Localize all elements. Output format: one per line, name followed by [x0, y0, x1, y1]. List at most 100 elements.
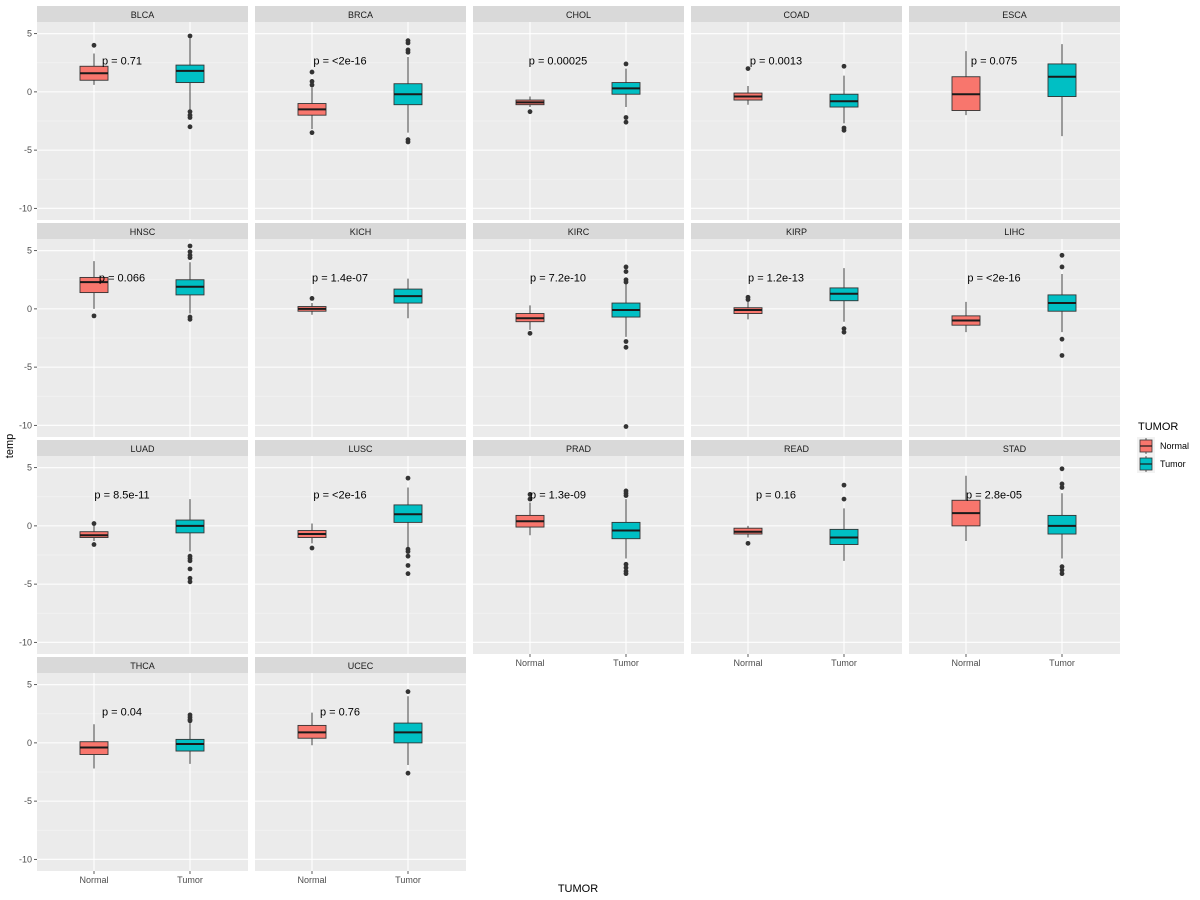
y-tick-label: -10 — [19, 420, 32, 430]
box-tumor — [1047, 466, 1077, 577]
box-normal — [79, 42, 109, 85]
outlier-point — [405, 49, 411, 55]
outlier-point — [527, 496, 533, 502]
facet-strip — [37, 440, 248, 456]
facet-strip — [37, 223, 248, 239]
outlier-point — [309, 130, 315, 136]
p-value-label: p = 0.04 — [102, 706, 142, 718]
box-tumor — [175, 499, 205, 585]
iqr-box — [1047, 63, 1077, 97]
outlier-point — [187, 718, 193, 724]
y-tick-label: -5 — [24, 579, 32, 589]
facet-kirp: KIRP p = 1.2e-13 — [691, 223, 902, 437]
outlier-point — [1059, 481, 1065, 487]
outlier-point — [405, 549, 411, 554]
box-tumor — [393, 475, 423, 577]
box-tumor — [1047, 44, 1077, 137]
facet-luad: LUAD 5 0 -5 -10 p = 8.5e-11 — [19, 440, 248, 654]
box-tumor — [393, 38, 423, 145]
facet-strip-label: LUSC — [348, 444, 373, 454]
x-tick-label: Normal — [515, 658, 544, 668]
outlier-point — [623, 61, 629, 67]
facet-strip-label: PRAD — [566, 444, 592, 454]
outlier-point — [1059, 466, 1065, 472]
facet-blca: BLCA 5 0 -5 -10 p = 0.71 — [19, 6, 248, 220]
p-value-label: p = 0.075 — [971, 55, 1017, 67]
outlier-point — [405, 571, 411, 577]
facet-strip — [473, 440, 684, 456]
facet-strip-label: BLCA — [131, 10, 155, 20]
outlier-point — [91, 42, 97, 48]
outlier-point — [745, 297, 751, 302]
p-value-label: p = 0.16 — [756, 489, 796, 501]
box-normal — [297, 523, 327, 551]
outlier-point — [1059, 571, 1065, 577]
outlier-point — [187, 255, 193, 261]
outlier-point — [187, 566, 193, 572]
outlier-point — [841, 482, 847, 488]
outlier-point — [623, 264, 629, 270]
outlier-point — [623, 269, 629, 275]
outlier-point — [623, 339, 629, 344]
facet-stad: STAD p = 2.8e-05 — [909, 440, 1120, 654]
iqr-box — [175, 738, 205, 752]
box-normal — [515, 305, 545, 336]
box-tumor — [829, 482, 859, 561]
facet-strip — [909, 6, 1120, 22]
outlier-point — [623, 493, 629, 498]
x-tick-label: Normal — [297, 875, 326, 885]
outlier-point — [187, 243, 193, 249]
outlier-point — [623, 565, 629, 571]
y-tick-label: -10 — [19, 854, 32, 864]
outlier-point — [309, 296, 315, 301]
box-normal — [951, 51, 981, 116]
legend-entry-tumor: Tumor — [1137, 455, 1186, 473]
p-value-label: p = 0.71 — [102, 55, 142, 67]
box-tumor — [1047, 252, 1077, 358]
outlier-point — [745, 540, 751, 546]
x-tick-label: Normal — [79, 875, 108, 885]
outlier-point — [91, 313, 97, 319]
facet-kirc: KIRC p = 7.2e-10 — [473, 223, 684, 437]
facet-strip-label: UCEC — [348, 661, 374, 671]
facet-strip-label: STAD — [1003, 444, 1027, 454]
facet-ucec: UCEC p = 0.76 — [255, 657, 466, 871]
outlier-point — [1059, 264, 1065, 270]
outlier-point — [405, 563, 411, 568]
p-value-label: p = <2e-16 — [313, 55, 366, 67]
x-tick-label: Normal — [951, 658, 980, 668]
y-tick-label: 5 — [27, 29, 32, 39]
facet-strip-label: COAD — [783, 10, 810, 20]
facets-layer: BLCA 5 0 -5 -10 p = 0.71 BRCA p = <2e-16 CHOL p =… — [19, 6, 1120, 871]
iqr-box — [175, 64, 205, 84]
box-tumor — [611, 61, 641, 125]
p-value-label: p = 8.5e-11 — [94, 489, 149, 501]
p-value-label: p = 1.2e-13 — [748, 272, 804, 284]
facet-strip — [255, 6, 466, 22]
p-value-label: p = 0.0013 — [750, 55, 802, 67]
outlier-point — [405, 139, 411, 145]
outlier-point — [187, 33, 193, 39]
y-tick-label: -10 — [19, 203, 32, 213]
outlier-point — [841, 326, 847, 332]
x-tick-label: Tumor — [395, 875, 421, 885]
legend-entries: Normal Tumor — [1137, 437, 1189, 473]
outlier-point — [187, 579, 193, 585]
outlier-point — [623, 424, 629, 429]
box-normal — [951, 301, 981, 333]
outlier-point — [405, 40, 411, 46]
outlier-point — [841, 496, 847, 502]
outlier-point — [1059, 485, 1065, 490]
facet-strip-label: BRCA — [348, 10, 373, 20]
outlier-point — [187, 249, 193, 255]
x-tick-label: Tumor — [177, 875, 203, 885]
outlier-point — [1059, 336, 1065, 342]
facet-strip-label: READ — [784, 444, 810, 454]
outlier-point — [187, 558, 193, 564]
facet-strip — [255, 440, 466, 456]
y-tick-label: 5 — [27, 463, 32, 473]
x-axis-tick-labels: Normal Tumor Normal Tumor Normal Tumor Normal T… — [79, 654, 1075, 885]
facet-coad: COAD p = 0.0013 — [691, 6, 902, 220]
box-normal — [297, 712, 327, 746]
box-normal — [733, 525, 763, 546]
